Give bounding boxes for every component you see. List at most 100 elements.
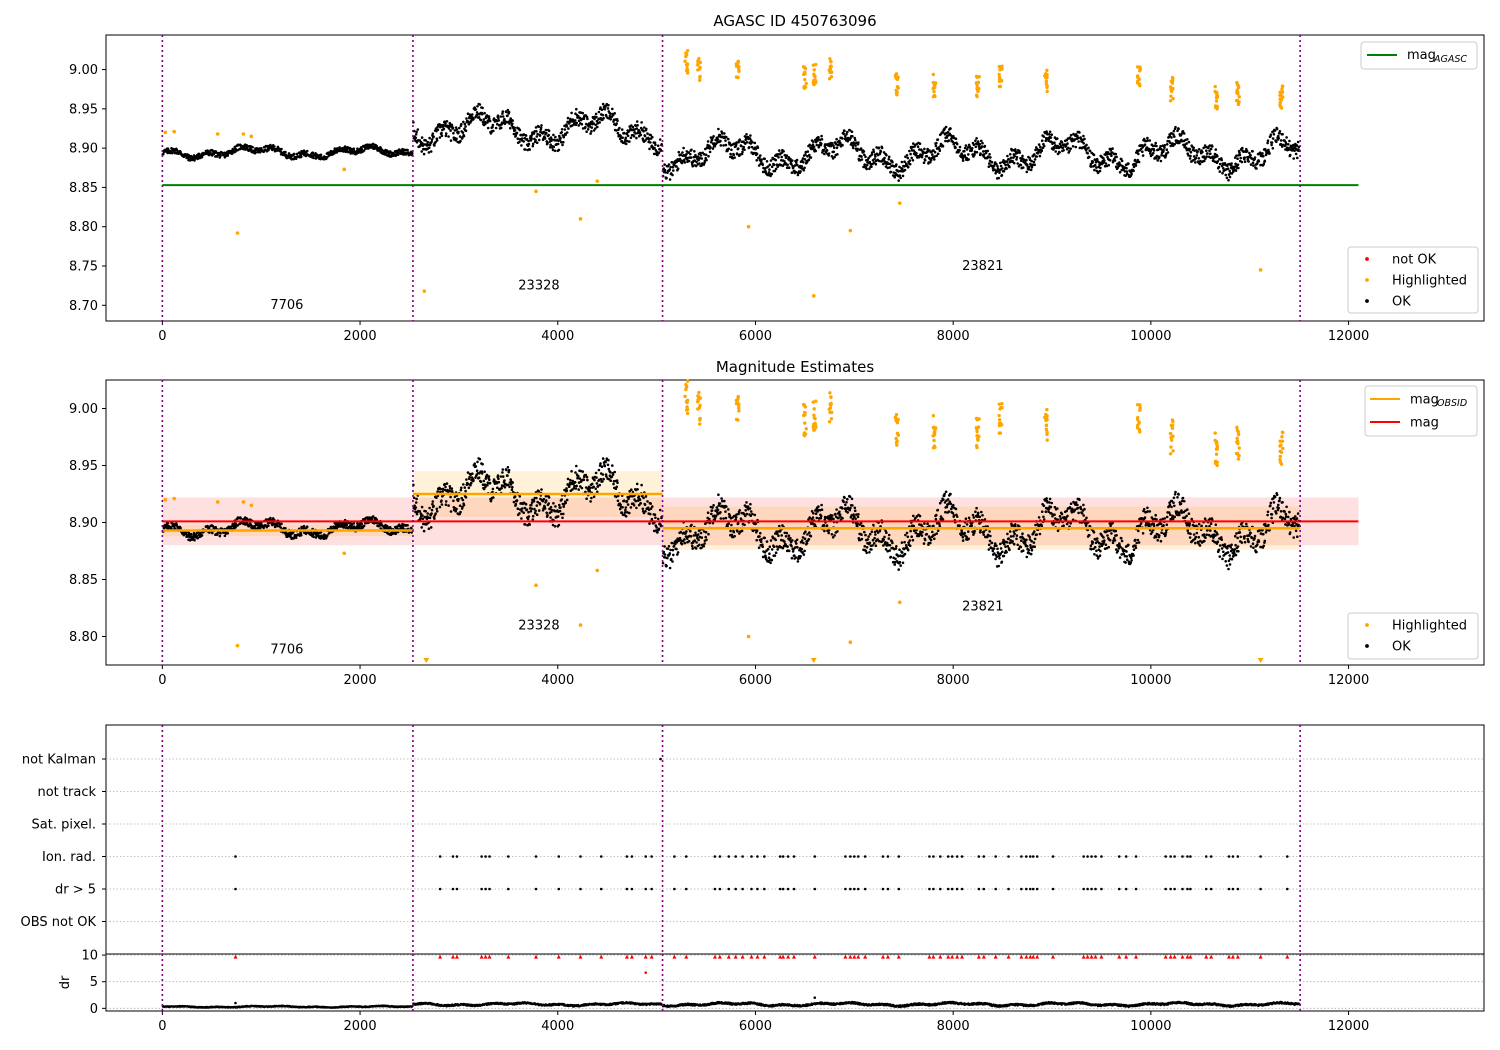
p4-clipped-marker bbox=[896, 954, 901, 959]
p1-highlighted-point bbox=[342, 167, 347, 172]
p2-highlighted-cluster-point bbox=[1171, 449, 1175, 453]
p1-highlighted-cluster-point bbox=[997, 72, 1001, 77]
p2-highlighted-cluster-point bbox=[1044, 412, 1048, 417]
p2-highlighted-cluster-point bbox=[1278, 457, 1282, 462]
p2-highlighted-cluster-point bbox=[1236, 441, 1240, 446]
p4-clipped-marker bbox=[643, 954, 648, 959]
p1-highlighted-cluster-point bbox=[1138, 65, 1142, 69]
p3-flag-hit bbox=[659, 757, 662, 761]
p3-flag-hit bbox=[1086, 855, 1089, 858]
p2-highlighted-cluster-point bbox=[1169, 438, 1174, 442]
p2-highlighted-cluster-point bbox=[1213, 431, 1217, 435]
p2-highlighted-cluster-point bbox=[1135, 417, 1140, 422]
p2-highlighted-cluster-point bbox=[1236, 457, 1241, 461]
p2-highlighted-cluster-point bbox=[931, 446, 936, 450]
p4-clipped-marker bbox=[672, 954, 677, 959]
p2-highlighted-point bbox=[172, 496, 177, 501]
p1-highlighted-point bbox=[746, 224, 751, 229]
p1-legend-entry: OK bbox=[1392, 295, 1411, 310]
p3-flag-label: not Kalman bbox=[22, 753, 96, 768]
p3-flag-hit bbox=[579, 887, 582, 891]
p2-highlighted-cluster-point bbox=[1045, 407, 1049, 412]
p1-highlighted-cluster-point bbox=[697, 67, 702, 71]
p3-flag-hit bbox=[982, 855, 986, 858]
p3-flag-hit bbox=[1117, 887, 1121, 891]
p1-highlighted-cluster-point bbox=[697, 78, 702, 82]
p3-flag-hit bbox=[928, 855, 931, 858]
p2-offscale-marker bbox=[423, 658, 430, 663]
p2-highlighted-cluster-point bbox=[812, 407, 816, 411]
p3-flag-hit bbox=[1090, 887, 1093, 891]
p2-highlighted-point bbox=[342, 551, 347, 556]
p3-flag-hit bbox=[451, 887, 455, 891]
p2-highlighted-cluster-point bbox=[684, 400, 689, 404]
p1-highlighted-cluster-point bbox=[1235, 88, 1239, 92]
p3-flag-hit bbox=[897, 855, 901, 858]
p3-flag-hit bbox=[849, 855, 852, 858]
p3-flag-hit bbox=[792, 887, 796, 891]
p3-flag-hit bbox=[994, 855, 997, 858]
p3-flag-hit bbox=[792, 855, 796, 858]
p1-y-tick-label: 8.70 bbox=[69, 299, 98, 314]
p2-highlighted-cluster-point bbox=[685, 405, 689, 409]
p4-clipped-marker bbox=[856, 954, 861, 959]
panel-dr-marks: 0 2000 4000 6000 8000 10000 12000 0 5 10 dr bbox=[58, 949, 1484, 1034]
p4-clipped-marker bbox=[848, 954, 853, 959]
p3-flag-hit bbox=[451, 855, 455, 858]
p4-clipped-marker bbox=[981, 954, 986, 959]
p3-flag-hit bbox=[455, 887, 459, 891]
p2-highlighted-cluster-point bbox=[932, 438, 936, 443]
p3-flag-hit bbox=[960, 855, 964, 858]
p2-y-tick-label: 8.85 bbox=[69, 573, 98, 588]
p2-obsid-label: 23328 bbox=[518, 619, 559, 634]
p1-highlighted-cluster-point bbox=[814, 62, 818, 67]
p4-clipped-marker bbox=[556, 954, 561, 959]
p3-flag-hit bbox=[856, 855, 860, 858]
p1-highlighted-cluster-point bbox=[1214, 99, 1219, 103]
p2-highlighted-cluster-point bbox=[1043, 415, 1047, 420]
p3-flag-hit bbox=[713, 887, 717, 891]
p4-clipped-marker bbox=[1006, 954, 1011, 959]
p1-highlighted-point bbox=[235, 231, 240, 235]
p2-highlighted-cluster-point bbox=[829, 402, 833, 406]
p3-flag-hit bbox=[488, 887, 491, 891]
p2-highlighted-point bbox=[235, 643, 240, 648]
p3-flag-hit bbox=[939, 887, 942, 891]
p2-highlighted-cluster-point bbox=[1215, 447, 1219, 451]
p1-highlighted-cluster-point bbox=[829, 60, 833, 64]
p3-flag-hit bbox=[763, 855, 766, 858]
p2-highlighted-cluster-point bbox=[737, 406, 741, 410]
p1-legend-label: mag bbox=[1407, 48, 1436, 63]
p4-clipped-marker bbox=[749, 954, 754, 959]
p3-flag-hit bbox=[853, 855, 856, 858]
p2-highlighted-cluster-point bbox=[974, 425, 979, 430]
p2-highlighted-cluster-point bbox=[1170, 418, 1175, 422]
p1-highlighted-cluster-point bbox=[828, 57, 832, 61]
p1-highlighted-cluster-point bbox=[1214, 91, 1219, 95]
panel-agasc: AGASC ID 450763096 0 2000 4000 6000 8000 1000… bbox=[69, 12, 1485, 344]
p1-x-tick-label: 12000 bbox=[1328, 329, 1369, 344]
p3-flag-hit bbox=[1209, 855, 1213, 858]
p2-highlighted-cluster-point bbox=[894, 436, 898, 441]
p3-flag-hit bbox=[673, 887, 676, 891]
p2-highlighted-cluster-point bbox=[802, 433, 807, 438]
p3-flag-hit bbox=[756, 887, 759, 891]
p2-offscale-marker bbox=[810, 658, 817, 663]
p1-highlighted-cluster-point bbox=[736, 64, 741, 69]
p2-highlighted-cluster-point bbox=[895, 431, 900, 435]
p3-flag-hit bbox=[234, 855, 237, 858]
p3-flag-label: Ion. rad. bbox=[42, 850, 96, 865]
p3-flag-hit bbox=[1007, 855, 1010, 858]
p1-y-tick-label: 9.00 bbox=[69, 63, 98, 78]
p3-flag-hit bbox=[1020, 887, 1023, 891]
p2-highlighted-cluster-point bbox=[1169, 423, 1174, 428]
p2-highlighted-point bbox=[578, 623, 583, 627]
p1-highlighted-cluster-point bbox=[1278, 104, 1283, 109]
p1-highlighted-cluster-point bbox=[1278, 93, 1282, 98]
p1-highlighted-cluster-point bbox=[931, 94, 936, 99]
p1-highlighted-cluster-point bbox=[698, 75, 702, 80]
p2-highlighted-cluster-point bbox=[736, 418, 740, 422]
p3-flag-label: not track bbox=[37, 785, 96, 800]
p3-flag-hit bbox=[1124, 855, 1128, 858]
p4-clipped-marker bbox=[1209, 954, 1214, 959]
